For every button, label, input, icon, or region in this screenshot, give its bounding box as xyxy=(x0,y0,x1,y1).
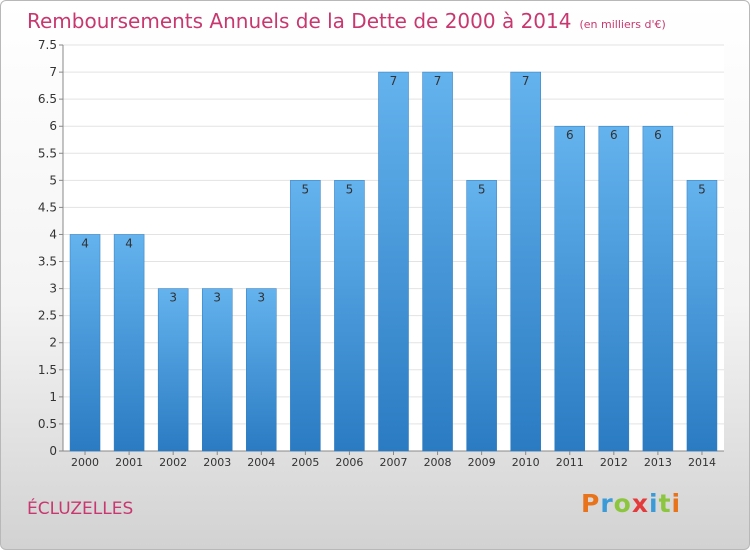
y-tick-label: 5 xyxy=(49,173,57,187)
bar xyxy=(201,288,233,452)
y-tick-label: 3 xyxy=(49,282,57,296)
y-tick-label: 7 xyxy=(49,65,57,79)
bar-value-label: 6 xyxy=(654,128,662,142)
y-tick-label: 7.5 xyxy=(38,38,57,52)
y-tick-label: 4 xyxy=(49,227,57,241)
y-tick-label: 6.5 xyxy=(38,92,57,106)
bar-value-label: 6 xyxy=(610,128,618,142)
bar xyxy=(466,180,497,452)
bar xyxy=(422,71,453,452)
y-tick-label: 3.5 xyxy=(38,255,57,269)
x-tick-label: 2014 xyxy=(688,456,716,469)
logo-letter: i xyxy=(649,489,659,518)
x-tick-label: 2009 xyxy=(468,456,496,469)
x-tick-label: 2002 xyxy=(159,456,187,469)
logo-letter: o xyxy=(613,489,632,518)
bar xyxy=(598,125,630,452)
logo-letter: P xyxy=(581,489,601,518)
bar-value-label: 5 xyxy=(302,182,310,196)
logo-letter: t xyxy=(658,489,672,518)
bar-value-label: 6 xyxy=(566,128,574,142)
bar xyxy=(334,180,365,452)
bar-value-label: 5 xyxy=(346,182,354,196)
bar-value-label: 7 xyxy=(390,74,398,88)
bar-value-label: 7 xyxy=(434,74,442,88)
x-tick-label: 2006 xyxy=(335,456,363,469)
x-tick-label: 2001 xyxy=(115,456,143,469)
x-tick-label: 2003 xyxy=(203,456,231,469)
y-tick-label: 0.5 xyxy=(38,417,57,431)
chart-unit: (en milliers d'€) xyxy=(579,18,666,31)
bar-value-label: 3 xyxy=(257,291,265,305)
chart-title-text: Remboursements Annuels de la Dette de 20… xyxy=(27,9,572,33)
logo-letter: i xyxy=(671,489,682,518)
y-tick-label: 6 xyxy=(49,119,57,133)
x-tick-label: 2008 xyxy=(424,456,452,469)
y-tick-label: 5.5 xyxy=(38,146,57,160)
proxiti-logo: Proxiti xyxy=(581,489,681,518)
y-tick-label: 1 xyxy=(49,390,57,404)
bar xyxy=(510,71,541,452)
bar xyxy=(554,125,586,452)
x-tick-label: 2000 xyxy=(71,456,99,469)
bar xyxy=(246,288,277,452)
bar-value-label: 3 xyxy=(169,291,177,305)
y-tick-label: 4.5 xyxy=(38,200,57,214)
logo-letter: x xyxy=(631,489,649,518)
bar-value-label: 4 xyxy=(81,236,89,250)
bar-value-label: 4 xyxy=(125,236,133,250)
bar-value-label: 5 xyxy=(478,182,486,196)
x-tick-label: 2010 xyxy=(512,456,540,469)
x-tick-label: 2011 xyxy=(556,456,584,469)
bar-value-label: 7 xyxy=(522,74,530,88)
bar-value-label: 5 xyxy=(698,182,706,196)
x-tick-label: 2005 xyxy=(291,456,319,469)
chart-title: Remboursements Annuels de la Dette de 20… xyxy=(27,9,666,33)
y-tick-label: 2 xyxy=(49,336,57,350)
bar xyxy=(157,288,189,452)
bar xyxy=(290,180,321,452)
y-tick-label: 0 xyxy=(49,444,57,458)
bar xyxy=(69,234,101,452)
bar-value-label: 3 xyxy=(213,291,221,305)
bar xyxy=(686,180,718,452)
bar xyxy=(378,71,409,452)
logo-letter: r xyxy=(600,489,614,518)
y-tick-label: 2.5 xyxy=(38,309,57,323)
x-tick-label: 2013 xyxy=(644,456,672,469)
y-tick-label: 1.5 xyxy=(38,363,57,377)
town-name: ÉCLUZELLES xyxy=(27,499,134,519)
bar xyxy=(113,234,145,452)
x-tick-label: 2004 xyxy=(247,456,275,469)
bar xyxy=(642,125,674,452)
x-tick-label: 2012 xyxy=(600,456,628,469)
x-tick-label: 2007 xyxy=(380,456,408,469)
